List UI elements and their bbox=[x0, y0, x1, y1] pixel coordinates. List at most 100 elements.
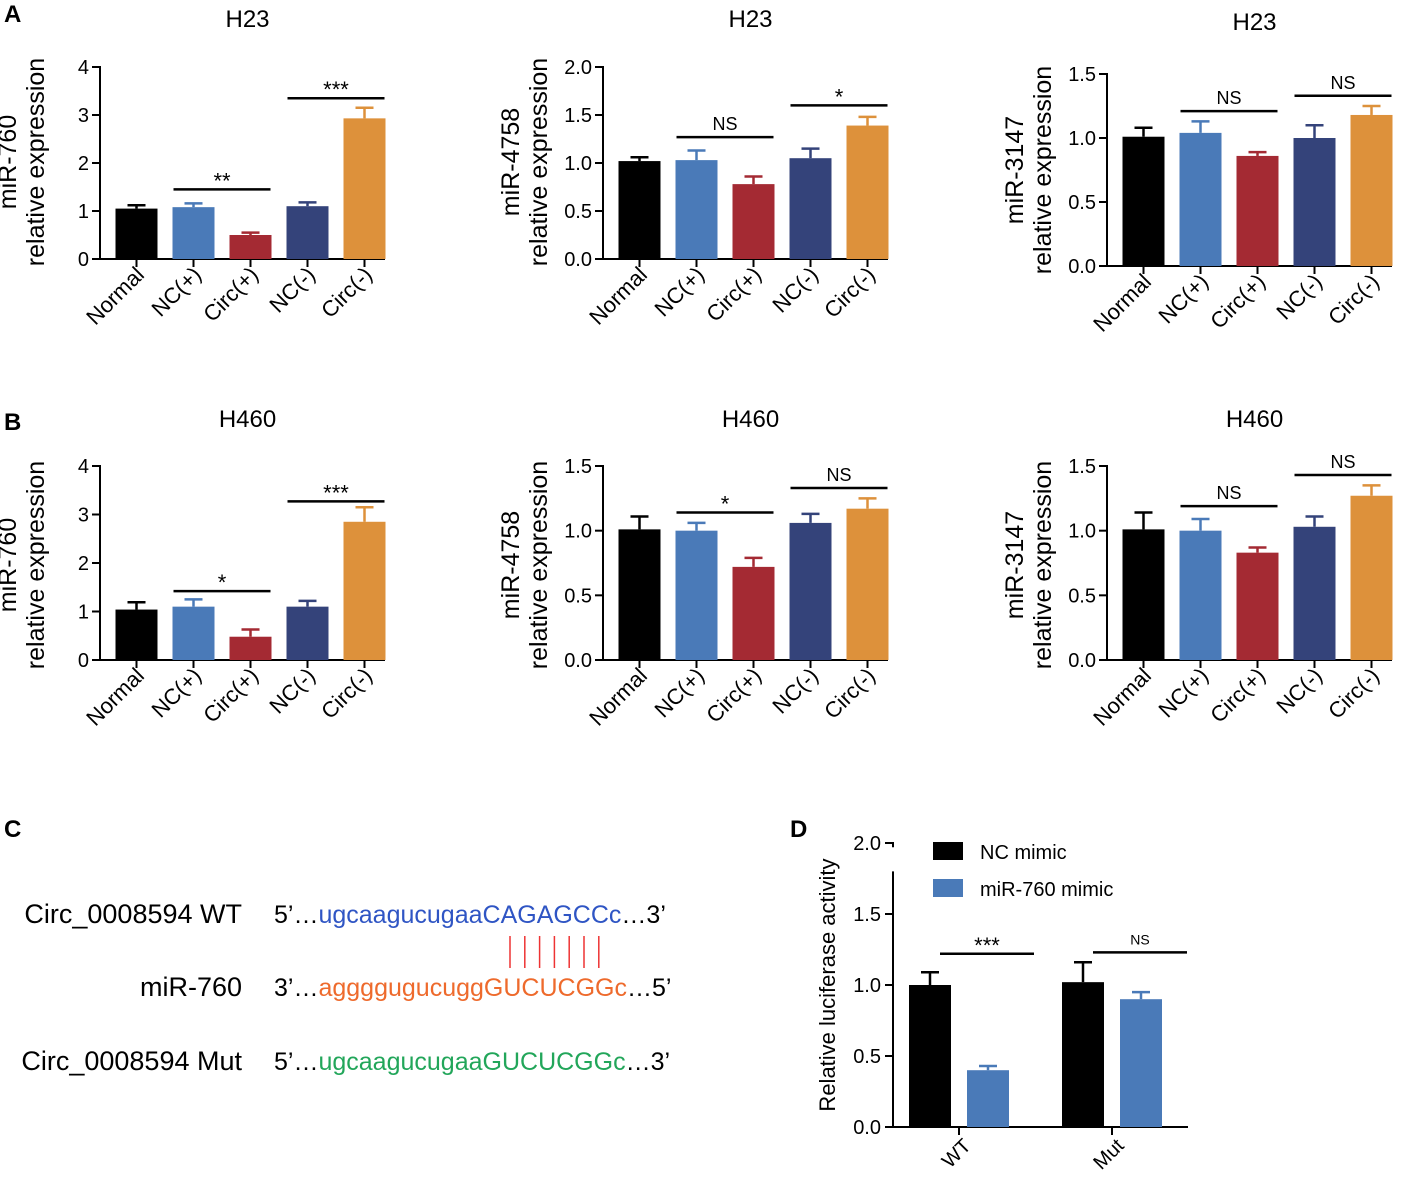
y-tick-label: 0.5 bbox=[1068, 585, 1096, 607]
sequence-label-mir760: miR-760 bbox=[140, 972, 242, 1002]
x-tick-label: Normal bbox=[1088, 269, 1156, 337]
y-tick-label: 1 bbox=[78, 602, 89, 624]
x-tick-label: NC(+) bbox=[146, 262, 206, 322]
chart-title: H460 bbox=[1226, 406, 1283, 433]
y-tick-label: 1.5 bbox=[564, 456, 592, 478]
bar-nc-mimic bbox=[1062, 982, 1104, 1127]
chart-title: H460 bbox=[722, 406, 779, 433]
y-tick-label: 0 bbox=[78, 650, 89, 672]
bar-normal bbox=[115, 208, 158, 259]
x-tick-label: Normal bbox=[584, 262, 652, 330]
y-tick-label: 1.0 bbox=[564, 521, 592, 543]
y-tick-label: 4 bbox=[78, 57, 89, 79]
chart-b-h460-mir4758: H460 miR-4758 relative expression 0.0 0.5 1.0… bbox=[497, 406, 889, 731]
sequence-mir760: 3’…aggggugucuggGUCUCGGc…5’ bbox=[274, 974, 671, 1002]
chart-a-h23-mir760: H23 miR-760 relative expression 0 1 2 3 4 Normal… bbox=[0, 6, 386, 330]
x-tick-label: Circ(-) bbox=[1323, 269, 1384, 330]
sequence-wt-upper: CAGAGCCc bbox=[483, 901, 622, 929]
x-tick-label: Circ(+) bbox=[1205, 269, 1270, 334]
x-tick-label: NC(+) bbox=[146, 663, 206, 723]
sequence-mut-upper: GUCUCGGc bbox=[483, 1048, 626, 1076]
bar-circ bbox=[732, 184, 775, 259]
chart-a-h23-mir4758: H23 miR-4758 relative expression 0.0 0.5 1.0 1… bbox=[497, 6, 889, 330]
y-axis-label-line1: miR-3147 bbox=[1001, 116, 1029, 224]
y-axis-label-line1: miR-4758 bbox=[497, 108, 525, 216]
sequence-mir760-prefix: 3’… bbox=[274, 974, 318, 1002]
panel-letter-b: B bbox=[4, 409, 21, 436]
y-tick-label: 2.0 bbox=[853, 833, 881, 855]
y-tick-label: 1.0 bbox=[1068, 128, 1096, 150]
x-tick-label: Circ(+) bbox=[198, 262, 263, 327]
bar-circ bbox=[229, 235, 272, 259]
sequence-wt-prefix: 5’… bbox=[274, 901, 318, 929]
legend-label: miR-760 mimic bbox=[980, 879, 1113, 901]
legend-swatch bbox=[933, 842, 963, 860]
x-tick-label: Normal bbox=[584, 663, 652, 731]
y-tick-label: 1.0 bbox=[1068, 521, 1096, 543]
significance-label: NS bbox=[1130, 931, 1149, 947]
bar-nc bbox=[675, 530, 718, 660]
y-axis-label-line2: relative expression bbox=[1029, 66, 1057, 274]
x-tick-label: Normal bbox=[81, 262, 149, 330]
x-tick-label: NC(-) bbox=[1271, 663, 1327, 719]
x-tick-label: NC(-) bbox=[264, 663, 320, 719]
bar-nc bbox=[1179, 530, 1222, 660]
base-pairing-lines bbox=[509, 936, 600, 968]
bar-mir760-mimic bbox=[1120, 999, 1162, 1127]
bar-circ bbox=[846, 125, 889, 259]
chart-b-h460-mir760: H460 miR-760 relative expression 0 1 2 3 4 Norma… bbox=[0, 406, 386, 731]
panel-letter-a: A bbox=[4, 1, 21, 28]
y-axis-label-line1: miR-3147 bbox=[1001, 511, 1029, 619]
significance-label: NS bbox=[826, 465, 851, 485]
sequence-mut-lower: ugcaagucugaa bbox=[318, 1048, 482, 1076]
bar-circ bbox=[732, 566, 775, 660]
y-axis-label-line2: relative expression bbox=[525, 461, 553, 669]
chart-title: H460 bbox=[219, 406, 276, 433]
bar-nc bbox=[789, 158, 832, 259]
bar-circ bbox=[1350, 114, 1393, 267]
bar-normal bbox=[1122, 529, 1165, 660]
y-tick-label: 1.5 bbox=[853, 904, 881, 926]
bar-nc bbox=[172, 207, 215, 259]
y-tick-label: 3 bbox=[78, 105, 89, 127]
x-tick-label: NC(+) bbox=[1153, 269, 1213, 329]
y-tick-label: 0.0 bbox=[1068, 650, 1096, 672]
bar-circ bbox=[343, 118, 386, 259]
bar-normal bbox=[115, 609, 158, 660]
sequence-mir760-suffix: …5’ bbox=[627, 974, 671, 1002]
significance-label: NS bbox=[712, 114, 737, 134]
x-tick-label: NC(+) bbox=[1153, 663, 1213, 723]
x-tick-label: Circ(+) bbox=[198, 663, 263, 728]
bar-nc bbox=[1293, 138, 1336, 266]
y-tick-label: 0.0 bbox=[564, 249, 592, 271]
sequence-mir760-upper: GUCUCGGc bbox=[484, 974, 627, 1002]
significance-label: NS bbox=[1330, 73, 1355, 93]
bar-normal bbox=[1122, 136, 1165, 266]
sequence-label-mut: Circ_0008594 Mut bbox=[21, 1046, 242, 1076]
significance-label: *** bbox=[323, 77, 349, 102]
y-tick-label: 0.0 bbox=[853, 1117, 881, 1139]
y-tick-label: 3 bbox=[78, 505, 89, 527]
bar-nc bbox=[675, 160, 718, 259]
significance-label: * bbox=[835, 84, 844, 109]
significance-label: NS bbox=[1216, 483, 1241, 503]
significance-label: * bbox=[218, 570, 227, 595]
y-axis-label-line1: miR-4758 bbox=[497, 511, 525, 619]
chart-title: H23 bbox=[225, 6, 269, 33]
sequence-wt: 5’…ugcaagucugaaCAGAGCCc…3’ bbox=[274, 901, 666, 929]
chart-title: H23 bbox=[1232, 9, 1276, 36]
x-tick-label: Circ(-) bbox=[819, 663, 880, 724]
panel-letter-c: C bbox=[4, 816, 21, 843]
significance-label: ** bbox=[213, 168, 231, 193]
y-axis-label-line1: miR-760 bbox=[0, 115, 22, 209]
chart-a-h23-mir3147: H23 miR-3147 relative expression 0.0 0.5 1.0 1… bbox=[1001, 9, 1393, 337]
y-tick-label: 0.0 bbox=[1068, 256, 1096, 278]
chart-title: H23 bbox=[728, 6, 772, 33]
sequence-mut-prefix: 5’… bbox=[274, 1048, 318, 1076]
y-axis-label-line1: miR-760 bbox=[0, 518, 22, 612]
y-axis-label-line2: relative expression bbox=[1029, 461, 1057, 669]
x-tick-label: NC(+) bbox=[649, 663, 709, 723]
bar-nc bbox=[286, 606, 329, 660]
bar-mir760-mimic bbox=[967, 1070, 1009, 1127]
y-axis-label-line2: relative expression bbox=[22, 461, 50, 669]
